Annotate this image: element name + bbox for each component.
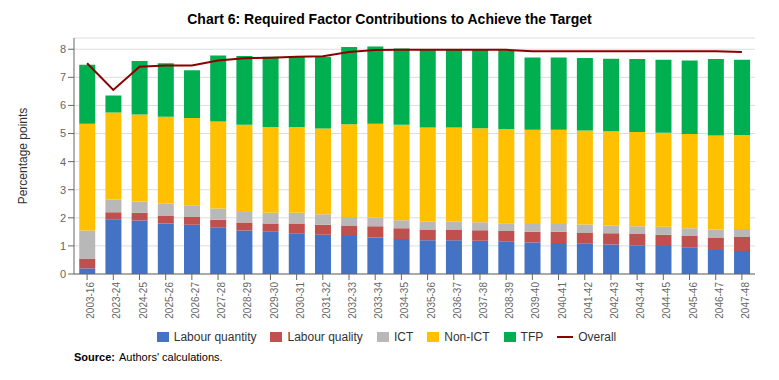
svg-text:2: 2 (60, 212, 66, 224)
svg-text:2033-34: 2033-34 (373, 282, 384, 319)
svg-text:2032-33: 2032-33 (347, 282, 358, 319)
svg-text:2028-29: 2028-29 (242, 282, 253, 319)
svg-text:2024-25: 2024-25 (138, 282, 149, 319)
svg-text:2040-41: 2040-41 (557, 282, 568, 319)
svg-text:2037-38: 2037-38 (478, 282, 489, 319)
svg-text:2041-42: 2041-42 (583, 282, 594, 319)
html-text:Labour quantity: Labour quantity (173, 330, 257, 344)
svg-text:2036-37: 2036-37 (452, 282, 463, 319)
svg-text:2038-39: 2038-39 (504, 282, 515, 319)
svg-text:2044-45: 2044-45 (661, 282, 672, 319)
svg-text:2030-31: 2030-31 (295, 282, 306, 319)
html-text:Source: Authors' calculations.: Source: Authors' calculations. (74, 351, 223, 363)
html-text:TFP: TFP (520, 330, 544, 344)
svg-text:2039-40: 2039-40 (530, 282, 541, 319)
svg-text:2043-44: 2043-44 (635, 282, 646, 319)
svg-text:0: 0 (60, 268, 66, 280)
html-text:ICT: ICT (393, 330, 414, 344)
svg-text:7: 7 (60, 71, 66, 83)
svg-text:3: 3 (60, 184, 66, 196)
svg-text:2047-48: 2047-48 (740, 282, 751, 319)
svg-text:2031-32: 2031-32 (321, 282, 332, 319)
html-text:Overall: Overall (578, 330, 617, 344)
svg-text:2025-26: 2025-26 (164, 282, 175, 319)
svg-text:2045-46: 2045-46 (688, 282, 699, 319)
svg-text:6: 6 (60, 99, 66, 111)
svg-text:Percentage points: Percentage points (16, 108, 30, 205)
svg-text:2046-47: 2046-47 (714, 282, 725, 319)
svg-text:8: 8 (60, 43, 66, 55)
svg-text:2003-16: 2003-16 (85, 282, 96, 319)
svg-text:2034-35: 2034-35 (400, 282, 411, 319)
svg-text:5: 5 (60, 127, 66, 139)
svg-text:2023-24: 2023-24 (111, 282, 122, 319)
svg-text:2029-30: 2029-30 (269, 282, 280, 319)
svg-text:2027-28: 2027-28 (216, 282, 227, 319)
html-text:Chart 6: Required Factor Contr: Chart 6: Required Factor Contributions t… (187, 11, 592, 27)
html-text:Labour quality: Labour quality (287, 330, 363, 344)
svg-text:2042-43: 2042-43 (609, 282, 620, 319)
svg-text:2035-36: 2035-36 (426, 282, 437, 319)
svg-text:2026-27: 2026-27 (190, 282, 201, 319)
svg-text:4: 4 (60, 156, 66, 168)
html-text:Non-ICT: Non-ICT (444, 330, 490, 344)
svg-text:1: 1 (60, 240, 66, 252)
